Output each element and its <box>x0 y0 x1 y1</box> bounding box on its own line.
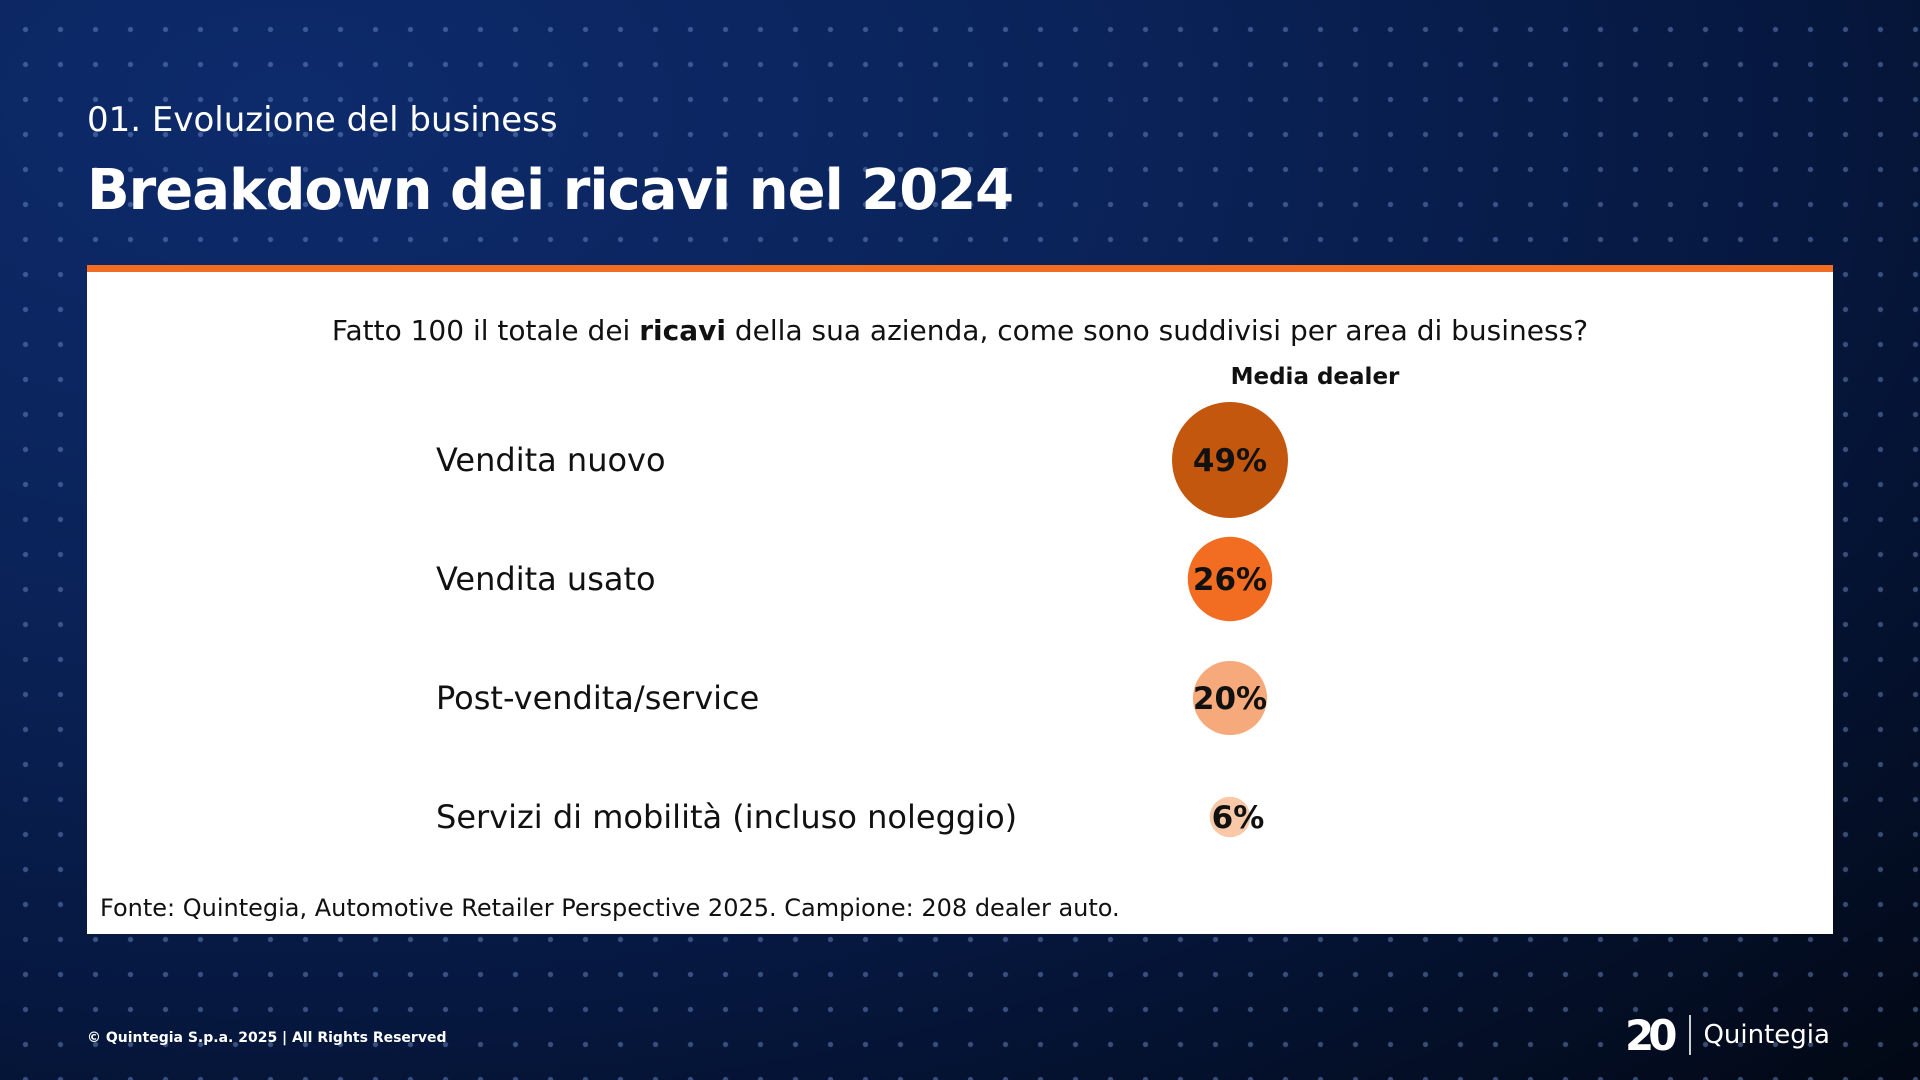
value-bubble <box>1192 660 1268 736</box>
data-label: 6% <box>1212 800 1265 836</box>
source-note: Fonte: Quintegia, Automotive Retailer Pe… <box>100 894 1120 922</box>
data-label: 26% <box>1193 562 1267 598</box>
category-label: Vendita usato <box>436 560 656 598</box>
value-bubble <box>1209 796 1251 838</box>
data-label: 49% <box>1193 443 1267 479</box>
question-text-bold: ricavi <box>639 314 726 347</box>
value-bubble <box>1187 536 1273 622</box>
section-label: 01. Evoluzione del business <box>87 100 558 140</box>
bubble-chart: Vendita nuovo 49% Vendita usato 26% Post-ven… <box>436 402 1288 838</box>
quintegia-logo: 20 Quintegia <box>1625 1010 1835 1060</box>
value-bubble <box>1172 402 1288 518</box>
logo-20-mark: 20 <box>1625 1010 1678 1060</box>
category-label: Post-vendita/service <box>436 679 759 717</box>
chart-panel: Fatto 100 il totale dei ricavi della sua… <box>87 265 1833 934</box>
survey-question: Fatto 100 il totale dei ricavi della sua… <box>87 314 1833 347</box>
logo-divider <box>1689 1015 1692 1055</box>
copyright-text: © Quintegia S.p.a. 2025 | All Rights Res… <box>87 1030 447 1046</box>
question-text-end: della sua azienda, come sono suddivisi p… <box>726 314 1589 347</box>
logo-brand-name: Quintegia <box>1703 1020 1830 1050</box>
category-label: Servizi di mobilità (incluso noleggio) <box>436 798 1017 836</box>
column-header: Media dealer <box>1230 364 1400 390</box>
question-text-start: Fatto 100 il totale dei <box>331 314 640 347</box>
category-label: Vendita nuovo <box>436 441 666 479</box>
page-title: Breakdown dei ricavi nel 2024 <box>87 158 1014 223</box>
data-label: 20% <box>1193 681 1267 717</box>
